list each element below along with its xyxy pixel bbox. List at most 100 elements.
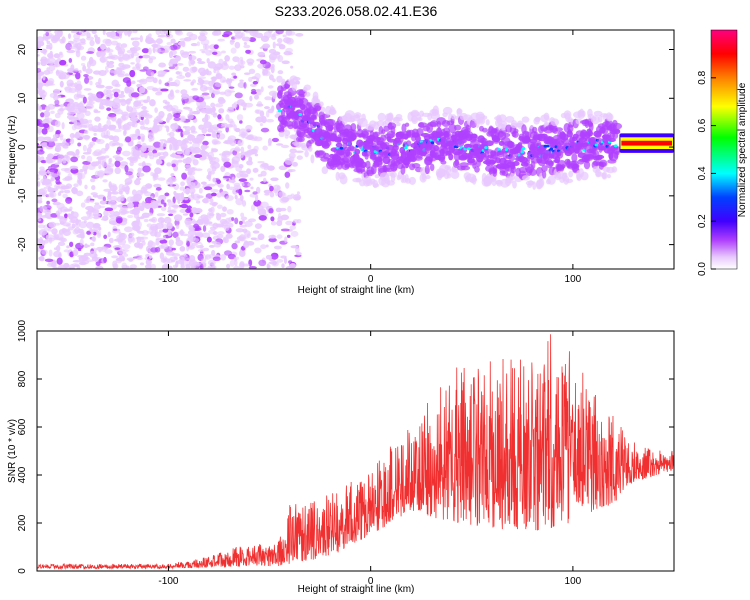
- spectrogram-cell: [228, 179, 236, 183]
- spectrogram-cell: [164, 82, 170, 87]
- spectrogram-cell: [80, 216, 90, 221]
- spectrogram-cell: [65, 266, 71, 269]
- spectrogram-ytick-label: -10: [17, 188, 28, 203]
- colorbar-tick-label: 0.0: [697, 262, 708, 276]
- spectrogram-cell: [48, 42, 53, 51]
- spectrogram-cell: [214, 103, 224, 108]
- spectrogram-cell: [189, 212, 194, 218]
- spectrogram-cell: [542, 170, 547, 179]
- spectrogram-cell: [127, 214, 134, 219]
- spectrogram-cell: [249, 177, 254, 181]
- spectrogram-cell: [169, 131, 175, 138]
- spectrogram-cell: [295, 136, 305, 143]
- spectrogram-cell: [267, 264, 271, 269]
- spectrogram-cell: [69, 241, 74, 248]
- spectrogram-cell: [140, 145, 147, 152]
- spectrogram-cell: [109, 214, 118, 220]
- spectrogram-cell: [74, 227, 81, 234]
- spectrogram-cell: [236, 114, 244, 121]
- spectrogram-cell: [131, 208, 140, 215]
- spectrogram-cell: [89, 144, 93, 148]
- spectrogram-cell: [184, 197, 189, 201]
- spectrogram-cell: [118, 254, 124, 260]
- spectrogram-cell: [246, 135, 254, 141]
- spectrogram-cell: [521, 147, 526, 151]
- spectrogram-cell: [235, 228, 245, 233]
- spectrogram-cell: [260, 86, 264, 93]
- spectrogram-cell: [128, 53, 133, 59]
- spectrogram-cell: [136, 128, 141, 137]
- spectrogram-cell: [114, 167, 121, 175]
- spectrogram-cell: [217, 231, 225, 235]
- spectrogram-cell: [94, 116, 101, 122]
- spectrogram-cell: [223, 224, 230, 232]
- spectrogram-cell: [96, 139, 101, 143]
- spectrogram-cell: [565, 178, 574, 184]
- spectrogram-cell: [245, 49, 252, 54]
- spectrogram-cell: [223, 250, 232, 256]
- spectrogram-cell: [228, 223, 234, 228]
- spectrogram-cell: [142, 165, 151, 173]
- spectrogram-cell: [529, 168, 537, 176]
- spectrogram-cell: [179, 208, 187, 214]
- spectrogram-cell: [160, 88, 169, 92]
- spectrogram-cell: [212, 51, 218, 55]
- spectrogram-cell: [219, 212, 227, 218]
- spectrogram-cell: [164, 192, 170, 197]
- spectrogram-cell: [72, 153, 76, 157]
- spectrogram-cell: [242, 228, 248, 233]
- spectrogram-cell: [168, 66, 175, 70]
- spectrogram-cell: [89, 200, 95, 203]
- spectrogram-cell: [39, 258, 43, 262]
- spectrogram-cell: [45, 80, 54, 86]
- spectrogram-cell: [132, 37, 141, 40]
- spectrogram-cell: [233, 148, 241, 152]
- spectrogram-cell: [53, 250, 62, 258]
- spectrogram-cell: [270, 252, 279, 260]
- spectrogram-cell: [215, 223, 225, 228]
- spectrogram-cell: [339, 146, 344, 150]
- spectrogram-cell: [404, 146, 408, 150]
- spectrogram-cell: [132, 119, 137, 125]
- spectrogram-cell: [98, 70, 107, 76]
- spectrogram-cell: [103, 129, 109, 137]
- spectrogram-cell: [162, 99, 168, 104]
- spectrogram-cell: [360, 161, 367, 169]
- spectrogram-cell: [82, 164, 89, 172]
- spectrogram-cell: [220, 165, 226, 173]
- spectrogram-cell: [453, 124, 462, 131]
- spectrogram-cell: [198, 187, 203, 194]
- spectrogram-cell: [364, 150, 371, 157]
- spectrogram-cell: [80, 202, 86, 208]
- spectrogram-cell: [188, 50, 197, 54]
- spectrogram-cell: [160, 50, 169, 54]
- spectrogram-cell: [241, 182, 245, 187]
- spectrogram-cell: [430, 141, 435, 145]
- spectrogram-cell: [216, 130, 223, 134]
- spectrogram-cell: [168, 239, 174, 246]
- spectrogram-cell: [89, 228, 93, 233]
- spectrogram-cell: [270, 177, 279, 181]
- spectrogram-cell: [106, 89, 113, 94]
- spectrogram-cell: [46, 200, 50, 205]
- snr-ytick-label: 600: [17, 418, 28, 435]
- spectrogram-cell: [320, 106, 326, 113]
- spectrogram-cell: [88, 119, 93, 124]
- spectrogram-cell: [112, 135, 120, 143]
- spectrogram-cell: [102, 179, 108, 183]
- spectrogram-cell: [40, 142, 49, 148]
- spectrogram-cell: [135, 56, 141, 64]
- spectrogram-cell: [231, 160, 239, 165]
- spectrogram-cell: [77, 247, 82, 252]
- spectrogram-cell: [208, 157, 213, 163]
- spectrogram-cell: [282, 34, 287, 38]
- spectrogram-cell: [127, 235, 134, 243]
- spectrogram-cell: [65, 42, 73, 51]
- spectrogram-cell: [38, 105, 43, 112]
- spectrogram-cell: [61, 140, 66, 148]
- spectrogram-cell: [159, 252, 165, 260]
- spectrogram-cell: [310, 154, 315, 164]
- spectrogram-cell: [207, 61, 217, 69]
- spectrogram-cell: [142, 66, 149, 71]
